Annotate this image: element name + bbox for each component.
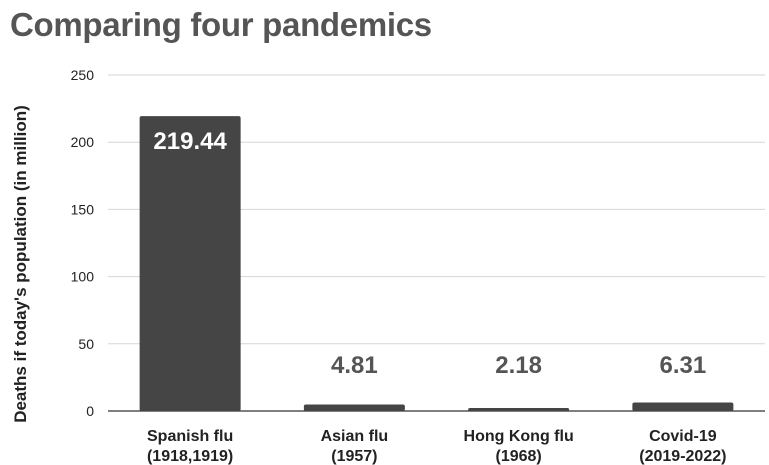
chart-title: Comparing four pandemics <box>10 6 432 43</box>
x-tick-sublabel: (2019-2022) <box>639 448 726 465</box>
bar <box>303 404 405 411</box>
bar <box>468 408 570 411</box>
x-tick-label: Hong Kong flu <box>464 428 574 445</box>
y-tick-label: 100 <box>71 269 95 285</box>
bar <box>632 402 734 411</box>
x-tick-label: Covid-19 <box>649 428 717 445</box>
data-label: 4.81 <box>331 352 378 379</box>
y-tick-label: 150 <box>71 201 95 217</box>
data-label: 6.31 <box>660 352 707 379</box>
x-tick-sublabel: (1918,1919) <box>147 448 233 465</box>
x-tick-label: Spanish flu <box>147 428 233 445</box>
x-tick-sublabel: (1968) <box>496 448 542 465</box>
x-tick-sublabel: (1957) <box>331 448 377 465</box>
x-tick-label: Asian flu <box>321 428 389 445</box>
y-tick-label: 250 <box>71 67 95 83</box>
bar <box>139 116 241 412</box>
y-tick-label: 200 <box>71 134 95 150</box>
y-tick-label: 50 <box>78 336 94 352</box>
y-axis-label: Deaths if today's population (in million… <box>11 105 30 423</box>
y-tick-label: 0 <box>86 403 94 419</box>
data-label: 2.18 <box>495 352 542 379</box>
data-label: 219.44 <box>153 128 227 155</box>
